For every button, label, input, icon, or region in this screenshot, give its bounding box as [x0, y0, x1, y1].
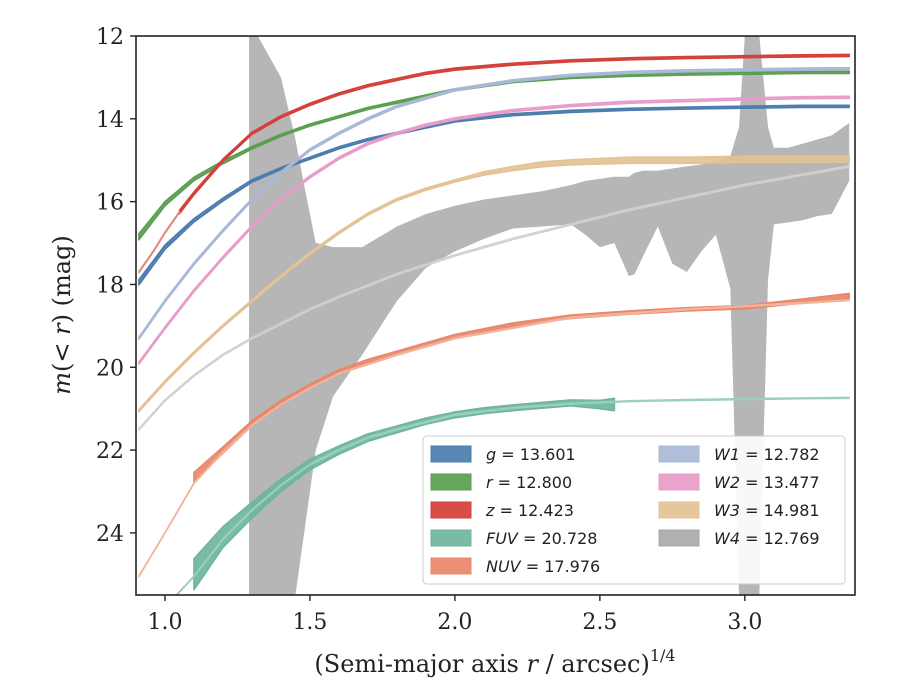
y-tick-label: 22	[96, 439, 124, 464]
series-r-12-800	[138, 70, 851, 241]
legend-swatch	[430, 557, 472, 575]
legend-swatch	[430, 445, 472, 463]
legend-swatch	[430, 501, 472, 519]
legend-swatch	[430, 529, 472, 547]
legend-label: z = 12.423	[485, 501, 574, 520]
series-w1-12-782	[138, 66, 851, 341]
legend-label: FUV = 20.728	[486, 529, 597, 548]
legend-label: W3 = 14.981	[714, 501, 820, 520]
legend-swatch	[658, 501, 700, 519]
x-tick-label: 3.0	[727, 610, 762, 635]
y-tick-label: 16	[96, 191, 124, 216]
x-axis-label: (Semi-major axis r / arcsec)1/4	[314, 646, 675, 678]
plot-frame	[135, 35, 856, 596]
y-tick-label: 12	[96, 25, 124, 50]
series-fuv-model	[175, 396, 850, 595]
y-tick-label: 18	[96, 273, 124, 298]
legend-label: r = 12.800	[486, 473, 572, 492]
series-nuv-model	[138, 298, 850, 578]
axis-ticks: 1.0 1.5 2.0 2.5 3.0 12 14 16 18 20 22 24	[96, 25, 762, 635]
legend-swatch	[658, 445, 700, 463]
legend-label: W1 = 12.782	[714, 445, 820, 464]
y-axis-label: m(< r) (mag)	[48, 235, 76, 395]
w4-band	[249, 36, 850, 595]
x-tick-label: 2.0	[437, 610, 472, 635]
legend-swatch	[658, 529, 700, 547]
legend-box	[422, 435, 846, 585]
x-tick-label: 1.5	[292, 610, 327, 635]
series-w2-13-477	[138, 95, 851, 365]
y-tick-label: 14	[96, 108, 124, 133]
legend-label: W4 = 12.769	[714, 529, 820, 548]
series-g-13-601	[138, 104, 851, 286]
legend-label: W2 = 13.477	[714, 473, 820, 492]
series-fuv-20-728	[193, 397, 616, 591]
legend-label: g = 13.601	[486, 445, 576, 464]
x-tick-label: 1.0	[147, 610, 182, 635]
y-tick-label: 20	[96, 356, 124, 381]
series-z-12-423	[178, 53, 851, 215]
series-z-inner	[138, 210, 181, 274]
x-tick-label: 2.5	[582, 610, 617, 635]
series-w3-14-981	[138, 155, 851, 413]
legend: g = 13.601 r = 12.800 z = 12.423 FUV = 20.7…	[422, 435, 846, 585]
legend-swatch	[430, 473, 472, 491]
series-w4-model	[138, 165, 850, 431]
legend-label: NUV = 17.976	[486, 557, 600, 576]
legend-swatch	[658, 473, 700, 491]
plot-area	[138, 36, 851, 595]
y-tick-label: 24	[96, 522, 124, 547]
